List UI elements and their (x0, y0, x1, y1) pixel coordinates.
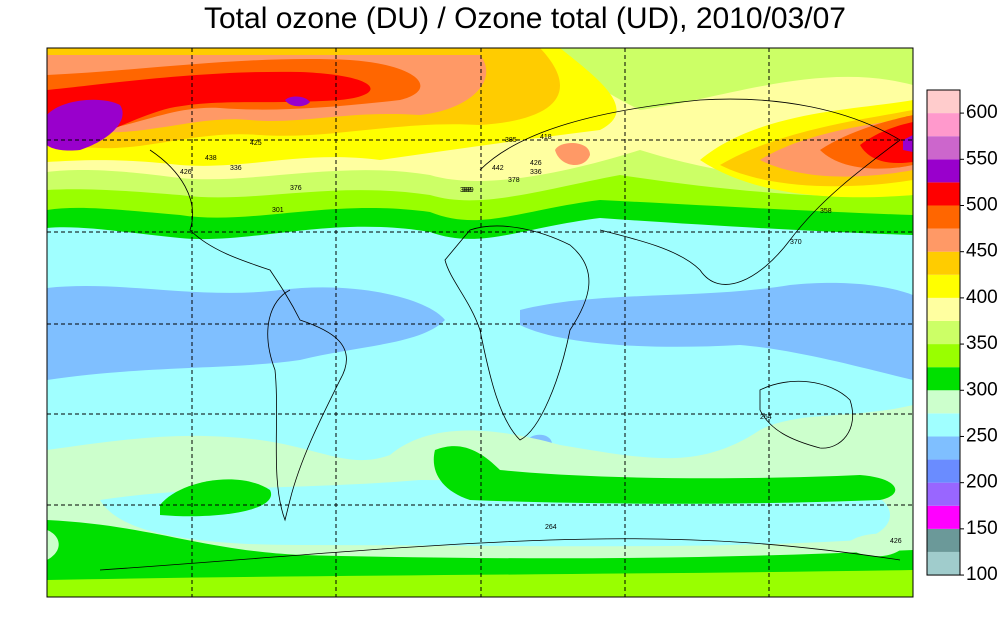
station-label: 370 (790, 239, 802, 246)
colorbar-band (927, 90, 960, 114)
colorbar-band (927, 390, 960, 414)
station-label: 426 (180, 169, 192, 176)
colorbar-tick-label: 350 (966, 333, 998, 354)
colorbar-band (927, 136, 960, 160)
colorbar-tick-label: 400 (966, 287, 998, 308)
station-label: 388 (460, 187, 472, 194)
station-label: 389 (462, 187, 474, 194)
colorbar-band (927, 159, 960, 183)
colorbar-band (927, 113, 960, 137)
colorbar-band (927, 228, 960, 252)
colorbar-tick-label: 500 (966, 195, 998, 216)
station-label: 264 (545, 524, 557, 531)
colorbar-tick-label: 450 (966, 241, 998, 262)
station-label: 336 (530, 169, 542, 176)
colorbar-band (927, 297, 960, 321)
colorbar-tick-label: 550 (966, 148, 998, 169)
colorbar-band (927, 505, 960, 529)
colorbar-tick-label: 600 (966, 102, 998, 123)
colorbar-band (927, 182, 960, 206)
graticule (47, 48, 913, 597)
colorbar-band (927, 528, 960, 552)
station-label: 378 (508, 177, 520, 184)
station-label: 358 (820, 208, 832, 215)
colorbar-tick-label: 200 (966, 472, 998, 493)
colorbar-band (927, 344, 960, 368)
colorbar-band (927, 251, 960, 275)
colorbar-band (927, 413, 960, 437)
colorbar-tick-label: 300 (966, 379, 998, 400)
station-label: 442 (492, 165, 504, 172)
colorbar-band (927, 367, 960, 391)
title: Total ozone (DU) / Ozone total (UD), 201… (204, 2, 846, 35)
station-labels: 438 425 336 426 376 301 388 385 418 442 426 336 389 3… (180, 134, 902, 545)
colorbar-tick-label: 250 (966, 425, 998, 446)
station-label: 264 (760, 414, 772, 421)
map-frame (46, 47, 914, 598)
station-label: 438 (205, 155, 217, 162)
colorbar-frame (926, 89, 961, 576)
colorbar-band (927, 320, 960, 345)
colorbar-band (927, 274, 960, 298)
colorbar-band (927, 436, 960, 460)
colorbar-tick-label: 150 (966, 518, 998, 539)
colorbar-band (927, 459, 960, 483)
colorbar-tick-label: 100 (966, 564, 998, 585)
station-label: 336 (230, 165, 242, 172)
colorbar-band (927, 482, 960, 506)
station-label: 426 (890, 538, 902, 545)
colorbar-band (927, 551, 960, 576)
station-label: 418 (540, 134, 552, 141)
station-label: 426 (530, 160, 542, 167)
colorbar-band (927, 205, 960, 229)
station-label: 376 (290, 185, 302, 192)
ozone-map: 438 425 336 426 376 301 388 385 418 442 426 336 389 3… (47, 48, 913, 597)
station-label: 301 (272, 207, 284, 214)
station-label: 425 (250, 140, 262, 147)
colorbar: 100 150 200 250 300 350 400 450 500 550 600 (926, 89, 998, 585)
station-label: 385 (505, 137, 517, 144)
